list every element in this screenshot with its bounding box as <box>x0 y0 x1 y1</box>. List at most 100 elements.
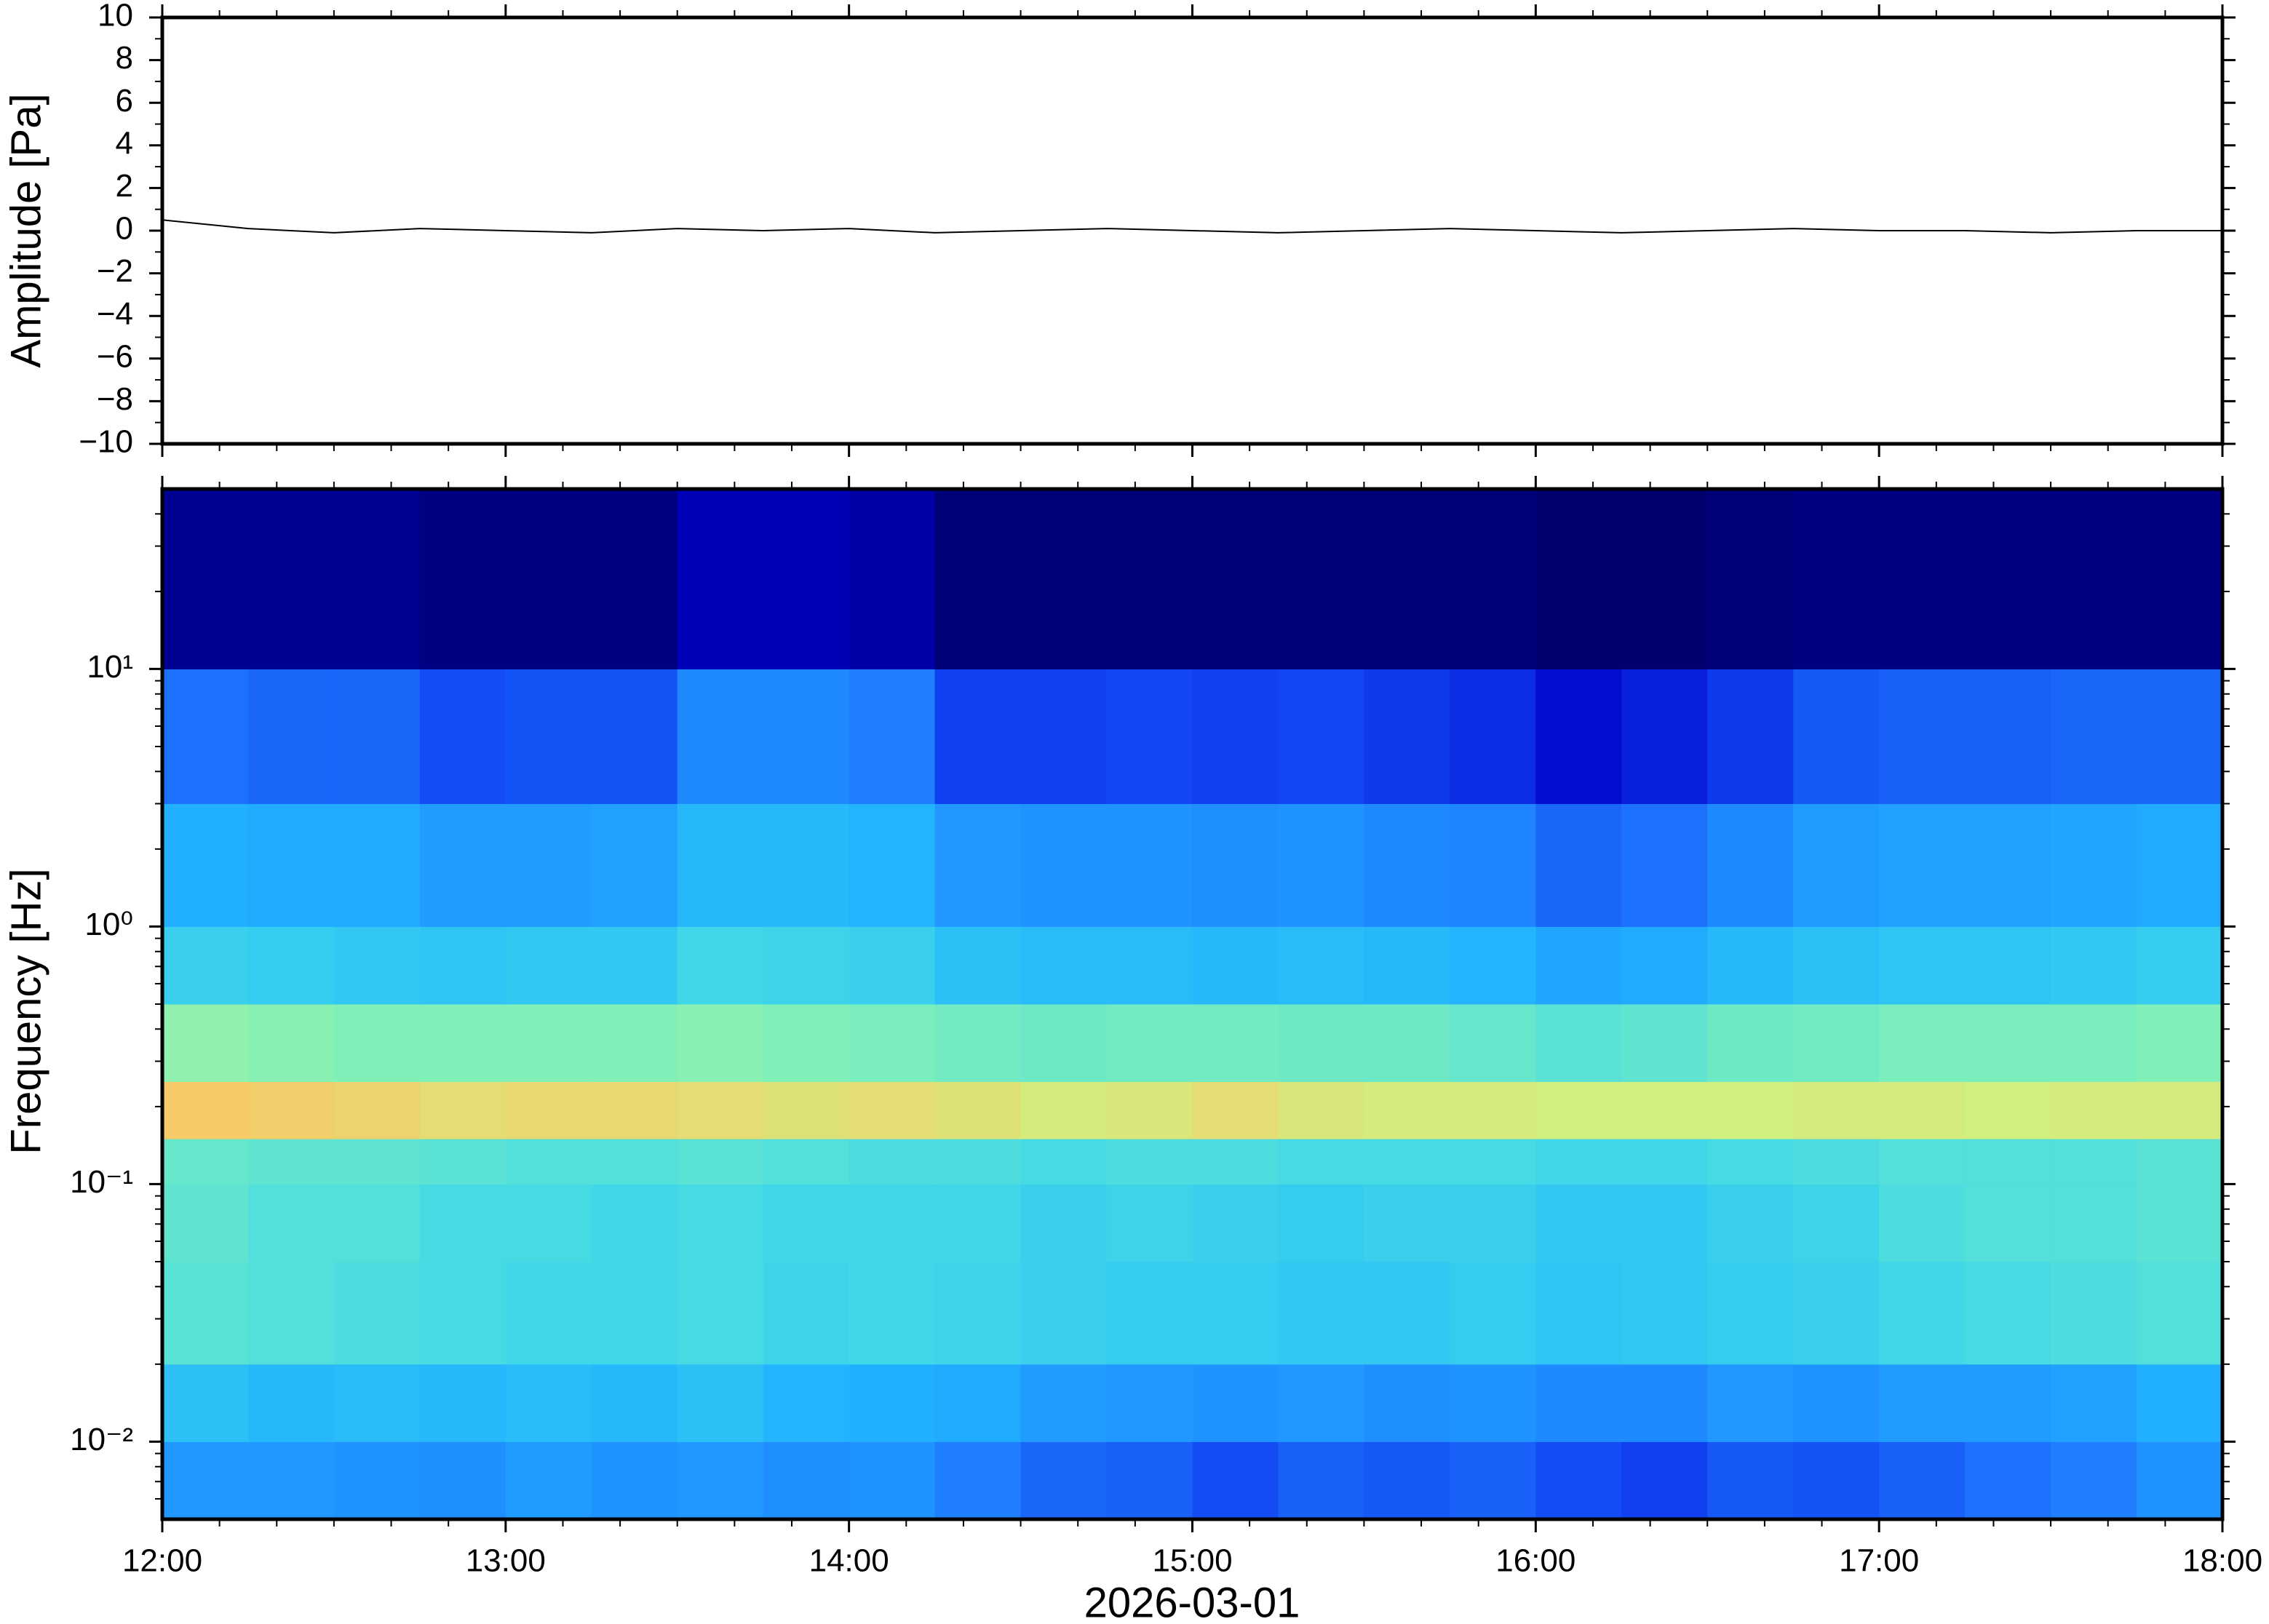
spectrogram-cell <box>1707 1184 1794 1262</box>
spectrogram-cell <box>1535 926 1622 1005</box>
spectrogram-cell <box>1192 1081 1279 1139</box>
spectrogram-cell <box>1106 669 1193 805</box>
spectrogram-cell <box>1106 1364 1193 1442</box>
y-tick-label: −10 <box>79 424 133 460</box>
spectrogram-cell <box>763 1081 850 1139</box>
spectrogram-cell <box>1278 1184 1364 1262</box>
spectrogram-cell <box>763 803 850 927</box>
spectrogram-cell <box>1879 1262 1966 1365</box>
spectrogram-cell <box>162 926 249 1005</box>
spectrogram-cell <box>1621 1184 1708 1262</box>
spectrogram-cell <box>247 669 335 805</box>
spectrogram-cell <box>1020 803 1108 927</box>
spectrogram-cell <box>1621 1004 1708 1083</box>
spectrogram-cell <box>2137 1081 2223 1139</box>
spectrogram-cell <box>1450 1139 1536 1185</box>
spectrogram-cell <box>763 1441 850 1520</box>
spectrogram-cell <box>1450 1441 1536 1520</box>
spectrogram-cell <box>505 1081 592 1139</box>
spectrogram-cell <box>1192 669 1279 805</box>
spectrogram-cell <box>1535 803 1622 927</box>
spectrogram-cell <box>247 803 335 927</box>
spectrogram-cell <box>1793 1004 1880 1083</box>
spectrogram-cell <box>1450 1364 1536 1442</box>
spectrogram-cell <box>677 926 764 1005</box>
y-tick-label: 10⁰ <box>84 907 133 942</box>
spectrogram-cell <box>1707 1081 1794 1139</box>
spectrogram-cell <box>1192 489 1279 669</box>
x-tick-label: 13:00 <box>466 1543 546 1579</box>
spectrogram-cell <box>2051 669 2137 805</box>
spectrogram-cell <box>591 1004 678 1083</box>
spectrogram-cell <box>333 1364 421 1442</box>
spectrogram-cell <box>419 926 506 1005</box>
spectrogram-cell <box>1364 489 1450 669</box>
spectrogram-cell <box>1965 489 2051 669</box>
spectrogram-cell <box>2051 803 2137 927</box>
spectrogram-cell <box>1793 1262 1880 1365</box>
plot-frame <box>160 487 2225 1521</box>
spectrogram-cell <box>934 1004 1022 1083</box>
spectrogram-cell <box>934 1139 1022 1185</box>
spectrogram-cell <box>1020 1441 1108 1520</box>
spectrogram-cell <box>1020 1184 1108 1262</box>
spectrogram-cell <box>677 489 764 669</box>
spectrogram-cell <box>1535 1081 1622 1139</box>
spectrogram-cell <box>247 1139 335 1185</box>
spectrogram-cell <box>333 1081 421 1139</box>
spectrogram-cell <box>934 669 1022 805</box>
y-tick-label: 0 <box>116 211 133 247</box>
spectrogram-cell <box>1278 1364 1364 1442</box>
waveform <box>162 219 2222 234</box>
x-tick-label: 18:00 <box>2182 1543 2262 1579</box>
spectrogram-cell <box>763 669 850 805</box>
spectrogram-cell <box>1106 1262 1193 1365</box>
spectrogram-cell <box>1106 926 1193 1005</box>
spectrogram-cell <box>419 1262 506 1365</box>
spectrogram-cell <box>1793 1184 1880 1262</box>
spectrogram-cell <box>1707 926 1794 1005</box>
spectrogram-cell <box>2137 1004 2223 1083</box>
spectrogram-cell <box>1621 926 1708 1005</box>
spectrogram-cell <box>1535 489 1622 669</box>
spectrogram-cell <box>677 1262 764 1365</box>
spectrogram-cell <box>1707 1004 1794 1083</box>
x-tick-label: 16:00 <box>1495 1543 1575 1579</box>
spectrogram-cell <box>505 926 592 1005</box>
spectrogram-cell <box>333 489 421 669</box>
spectrogram-cell <box>677 1441 764 1520</box>
spectrogram-cell <box>1364 803 1450 927</box>
spectrogram-cell <box>1192 1441 1279 1520</box>
spectrogram-cell <box>1450 1081 1536 1139</box>
spectrogram-cell <box>1450 669 1536 805</box>
spectrogram-cell <box>162 1441 249 1520</box>
y-tick-label: −4 <box>97 296 133 332</box>
spectrogram-cell <box>934 1184 1022 1262</box>
spectrogram-cell <box>1192 1139 1279 1185</box>
spectrogram-cell <box>1192 1004 1279 1083</box>
spectrogram-cell <box>1278 1139 1364 1185</box>
spectrogram-cell <box>763 1184 850 1262</box>
spectrogram-cell <box>1278 1004 1364 1083</box>
spectrogram-cell <box>1793 669 1880 805</box>
spectrogram-cell <box>1793 1441 1880 1520</box>
spectrogram-cell <box>763 1004 850 1083</box>
spectrogram-cell <box>1364 1139 1450 1185</box>
spectrogram-cell <box>1879 803 1966 927</box>
spectrogram-cell <box>2051 1184 2137 1262</box>
spectrogram-cell <box>1621 489 1708 669</box>
spectrogram-cell <box>162 1139 249 1185</box>
y-tick-label: 6 <box>116 83 133 119</box>
spectrogram-cell <box>1020 1004 1108 1083</box>
spectrogram-cell <box>849 926 936 1005</box>
spectrogram-cell <box>247 1262 335 1365</box>
spectrogram-cell <box>591 926 678 1005</box>
spectrogram-cell <box>419 803 506 927</box>
spectrogram-cell <box>162 669 249 805</box>
spectrogram-cell <box>849 1139 936 1185</box>
spectrogram-cell <box>247 489 335 669</box>
y-tick-label: −2 <box>97 253 133 289</box>
spectrogram-cell <box>1621 1262 1708 1365</box>
spectrogram-cell <box>1965 1139 2051 1185</box>
spectrogram-cell <box>1879 926 1966 1005</box>
